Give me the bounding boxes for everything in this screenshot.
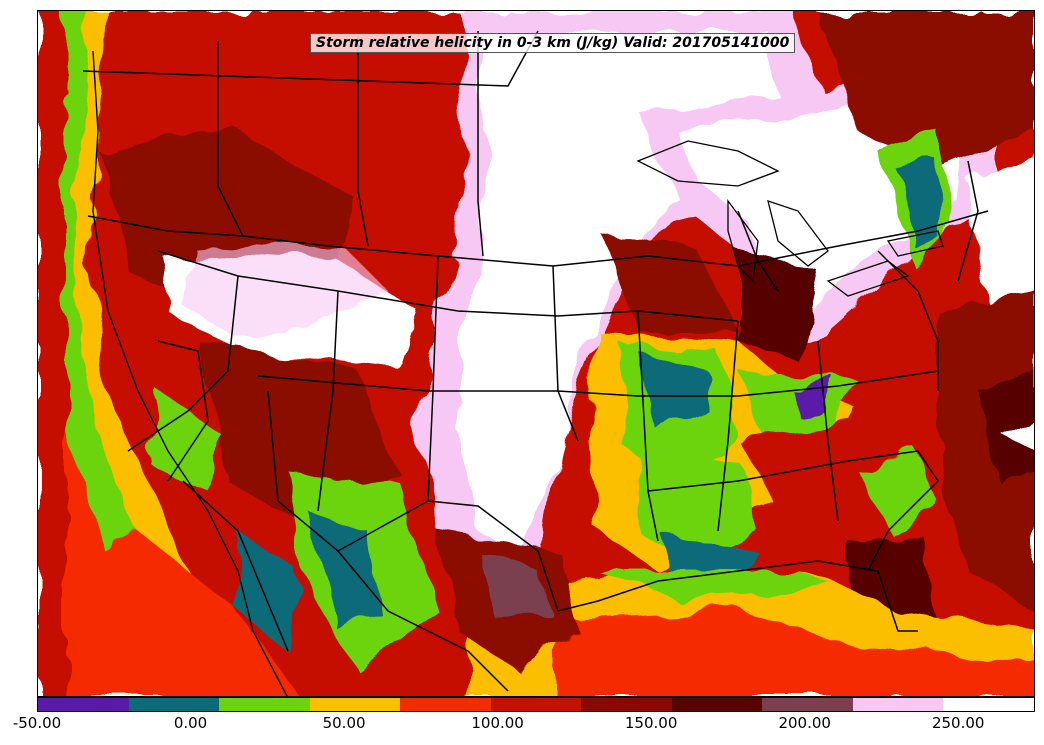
colorbar-tick-label: 250.00	[931, 714, 985, 732]
colorbar-tick-label: 50.00	[322, 714, 366, 732]
colorbar-tick-label: -50.00	[12, 714, 62, 732]
colorbar-tick-labels: -50.00 0.00 50.00 100.00 150.00 200.00 250.00	[0, 714, 1044, 738]
great-lakes-outlines	[636, 140, 944, 297]
colorbar-segment	[400, 698, 491, 711]
colorbar-segment	[762, 698, 853, 711]
colorbar-segment	[219, 698, 310, 711]
colorbar-tick-label: 150.00	[624, 714, 678, 732]
helicity-shading	[38, 11, 1034, 696]
colorbar-segment	[581, 698, 672, 711]
boundary-lines	[82, 30, 989, 692]
colorbar-segment	[128, 698, 220, 711]
colorbar	[37, 697, 1035, 712]
colorbar-segment	[490, 698, 582, 711]
colorbar-segment	[852, 698, 944, 711]
colorbar-tick-label: 200.00	[778, 714, 831, 732]
map-title: Storm relative helicity in 0-3 km (J/kg)…	[310, 33, 796, 53]
colorbar-segment	[309, 698, 401, 711]
colorbar-segment	[38, 698, 129, 711]
colorbar-tick-label: 100.00	[471, 714, 524, 732]
colorbar-segment	[671, 698, 763, 711]
colorbar-tick-label: 0.00	[173, 714, 208, 732]
coastline	[92, 50, 288, 696]
colorbar-segment	[943, 698, 1035, 711]
helicity-field-map	[38, 11, 1034, 696]
map-panel: Storm relative helicity in 0-3 km (J/kg)…	[37, 10, 1035, 697]
